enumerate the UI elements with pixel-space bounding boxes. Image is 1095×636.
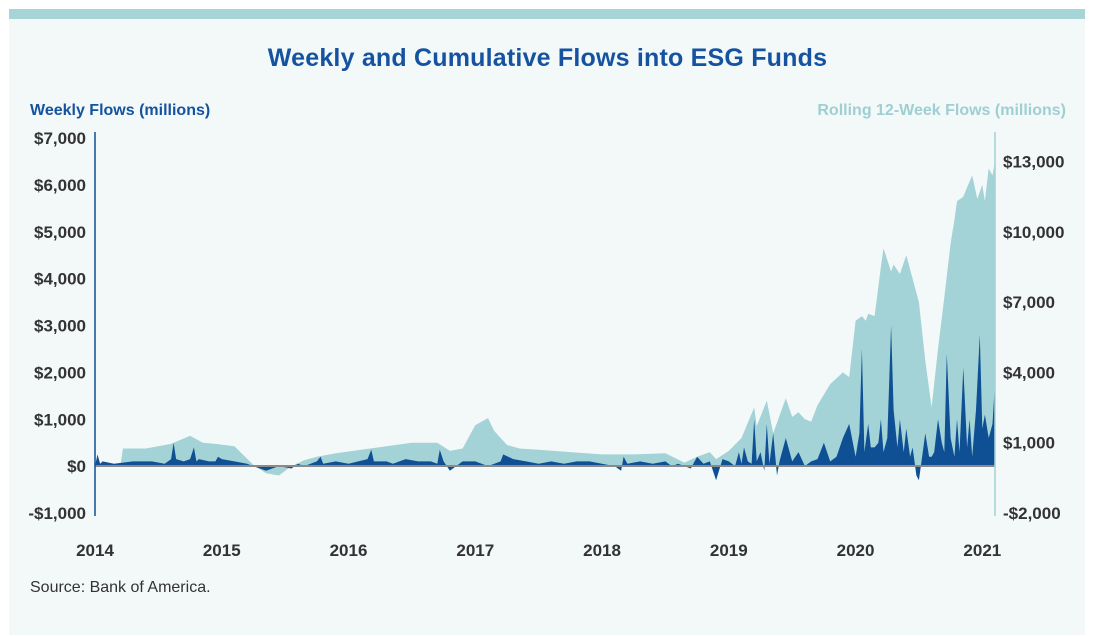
weekly-series-layer [95,325,995,481]
left-tick-label: $4,000 [34,270,86,289]
right-tick-label: $10,000 [1003,223,1064,242]
chart-title: Weekly and Cumulative Flows into ESG Fun… [267,44,828,72]
right-tick-label: -$2,000 [1003,504,1061,523]
left-tick-label: -$1,000 [28,504,86,523]
right-tick-label: $7,000 [1003,293,1055,312]
x-tick-label: 2020 [837,541,875,560]
left-tick-label: $7,000 [34,129,86,148]
x-tick-label: 2015 [203,541,241,560]
left-tick-label: $3,000 [34,317,86,336]
left-axis-title: Weekly Flows (millions) [30,102,211,119]
header-accent-bar [9,9,1085,19]
left-tick-label: $0 [67,457,86,476]
x-tick-label: 2019 [710,541,748,560]
right-tick-label: $13,000 [1003,152,1064,171]
left-tick-label: $2,000 [34,363,86,382]
tick-labels-layer: -$1,000 $0 $1,000 $2,000 $3,000 $4,000 $5,000 $… [28,129,1064,560]
x-tick-label: 2021 [963,541,1001,560]
x-tick-label: 2016 [330,541,368,560]
right-tick-label: $4,000 [1003,363,1055,382]
left-tick-label: $5,000 [34,223,86,242]
right-tick-label: $1,000 [1003,434,1055,453]
left-tick-label: $6,000 [34,176,86,195]
right-axis-title: Rolling 12-Week Flows (millions) [817,102,1066,119]
source-note: Source: Bank of America. [30,579,211,596]
axes-layer [94,132,996,516]
weekly-flows-area [95,325,995,481]
x-tick-label: 2014 [76,541,114,560]
x-tick-label: 2017 [456,541,494,560]
x-tick-label: 2018 [583,541,621,560]
left-tick-label: $1,000 [34,410,86,429]
